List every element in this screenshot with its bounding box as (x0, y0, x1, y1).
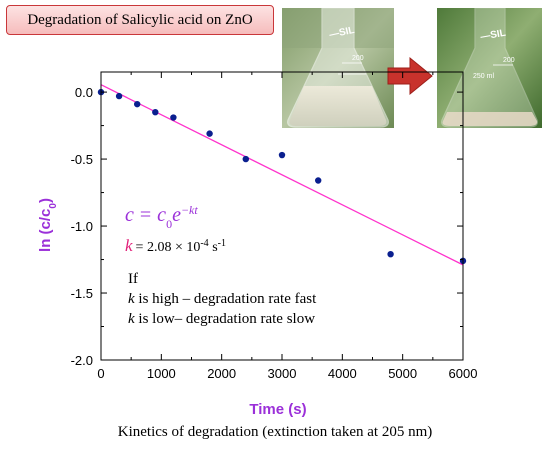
rate-value: = 2.08 × 10 (136, 240, 201, 255)
note-high-text: is high – degradation rate fast (135, 291, 317, 307)
rate-unit: s (209, 240, 218, 255)
y-tick-label-2: -1.0 (71, 219, 93, 234)
note-high-k: k (128, 291, 135, 307)
x-tick-label-4000: 4000 (328, 366, 357, 381)
equation-e: e (172, 204, 181, 226)
data-point-7 (278, 151, 286, 159)
data-point-8 (315, 177, 322, 184)
transition-arrow (387, 56, 433, 96)
note-high: k is high – degradation rate fast (128, 291, 317, 307)
y-tick-label-1: -0.5 (71, 152, 93, 167)
x-tick-label-2000: 2000 (207, 366, 236, 381)
flask-volume-label-after: 250 ml (473, 73, 494, 80)
equation-exp: −kt (181, 203, 198, 217)
data-point-4 (170, 114, 177, 121)
rate-equation: c = c0e−kt (125, 203, 198, 231)
note-low-text: is low– degradation rate slow (135, 311, 316, 327)
y-axis-label-base: ln (c/c (37, 209, 54, 252)
equation-sub: 0 (166, 217, 172, 231)
flask-brand-label-before: —SIL (328, 25, 355, 41)
x-tick-label-1000: 1000 (147, 366, 176, 381)
y-axis-label-close: ) (37, 198, 54, 203)
y-axis-label: ln (c/c0) (37, 198, 59, 252)
x-tick-label-3000: 3000 (268, 366, 297, 381)
data-point-1 (115, 92, 123, 100)
rate-symbol: k (125, 236, 133, 255)
x-tick-label-0: 0 (97, 366, 104, 381)
rate-constant: k = 2.08 × 10-4 s-1 (125, 236, 226, 255)
data-point-3 (152, 108, 159, 116)
flask-brand-label-after: —SIL (480, 28, 507, 43)
note-low-k: k (128, 311, 135, 327)
figure-caption: Kinetics of degradation (extinction take… (117, 424, 433, 440)
data-point-5 (206, 130, 213, 137)
flask-volume-mark-after: 200 (503, 57, 515, 64)
y-tick-label-4: -2.0 (71, 353, 93, 368)
y-axis-label-sub: 0 (48, 203, 59, 209)
y-tick-label-0: 0.0 (75, 85, 93, 100)
fit-line (100, 84, 464, 266)
rate-unit-exp: -1 (218, 238, 226, 249)
data-point-9 (387, 250, 394, 258)
note-if: If (128, 271, 138, 287)
y-tick-label-3: -1.5 (71, 286, 93, 301)
equation-equals: = (140, 204, 151, 226)
equation-lhs: c (125, 204, 134, 226)
equation-base: c (157, 204, 166, 226)
rate-exp: -4 (200, 238, 208, 249)
flask-photo-before: —SIL 200 (282, 8, 394, 128)
data-point-2 (134, 100, 141, 108)
slide-title: Degradation of Salicylic acid on ZnO (6, 5, 274, 35)
x-tick-label-5000: 5000 (388, 366, 417, 381)
x-axis-label: Time (s) (249, 401, 306, 418)
data-point-6 (242, 155, 249, 163)
x-tick-label-6000: 6000 (449, 366, 478, 381)
note-low: k is low– degradation rate slow (128, 311, 315, 327)
flask-photo-after: —SIL 250 ml 200 (437, 8, 542, 128)
plot-frame (100, 71, 464, 361)
flask-volume-mark-before: 200 (352, 55, 364, 62)
